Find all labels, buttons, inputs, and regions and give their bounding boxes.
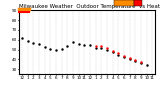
- Text: Milwaukee Weather  Outdoor Temperature  vs Heat Index  (24 Hours): Milwaukee Weather Outdoor Temperature vs…: [19, 4, 160, 9]
